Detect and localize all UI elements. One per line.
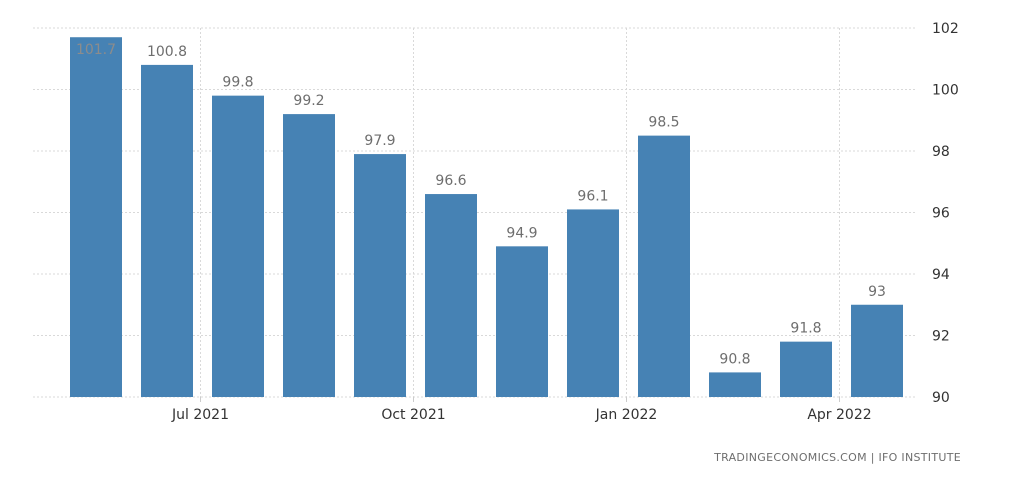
data-label: 96.1 xyxy=(577,188,608,204)
bar xyxy=(70,37,122,397)
y-tick-label: 92 xyxy=(932,329,950,345)
data-label: 100.8 xyxy=(147,44,187,60)
bar xyxy=(780,341,832,397)
bar xyxy=(354,154,406,397)
bar xyxy=(141,64,193,398)
data-label: 96.6 xyxy=(435,173,466,189)
x-tick-label: Jan 2022 xyxy=(595,407,658,423)
data-label: 94.9 xyxy=(506,225,537,241)
y-tick-label: 100 xyxy=(932,83,959,99)
bar xyxy=(638,135,690,397)
bar xyxy=(425,194,477,397)
y-axis: 90 92 94 96 98 100 102 xyxy=(932,21,959,406)
data-label: 99.8 xyxy=(222,75,253,91)
x-tick-label: Oct 2021 xyxy=(381,407,445,423)
y-tick-label: 102 xyxy=(932,21,959,37)
bar xyxy=(283,114,335,397)
data-label: 99.2 xyxy=(293,93,324,109)
bar xyxy=(709,372,761,397)
data-label: 93 xyxy=(868,284,886,300)
y-tick-label: 96 xyxy=(932,206,950,222)
y-tick-label: 90 xyxy=(932,390,950,406)
data-label: 90.8 xyxy=(719,351,750,367)
bar xyxy=(851,304,903,397)
source-attribution: TRADINGECONOMICS.COM | IFO INSTITUTE xyxy=(713,451,961,464)
bar xyxy=(496,246,548,397)
x-tick-label: Apr 2022 xyxy=(807,407,871,423)
bar xyxy=(567,209,619,397)
y-tick-label: 94 xyxy=(932,267,950,283)
bar-series xyxy=(70,37,903,398)
x-tick-label: Jul 2021 xyxy=(171,407,229,423)
data-label: 97.9 xyxy=(364,133,395,149)
x-axis: Jul 2021 Oct 2021 Jan 2022 Apr 2022 xyxy=(171,397,872,423)
data-labels: 101.7 100.8 99.8 99.2 97.9 96.6 94.9 96.1 98.5 90… xyxy=(76,42,886,367)
y-tick-label: 98 xyxy=(932,144,950,160)
data-label: 101.7 xyxy=(76,42,116,58)
bar xyxy=(212,95,264,398)
data-label: 98.5 xyxy=(648,115,679,131)
data-label: 91.8 xyxy=(790,321,821,337)
